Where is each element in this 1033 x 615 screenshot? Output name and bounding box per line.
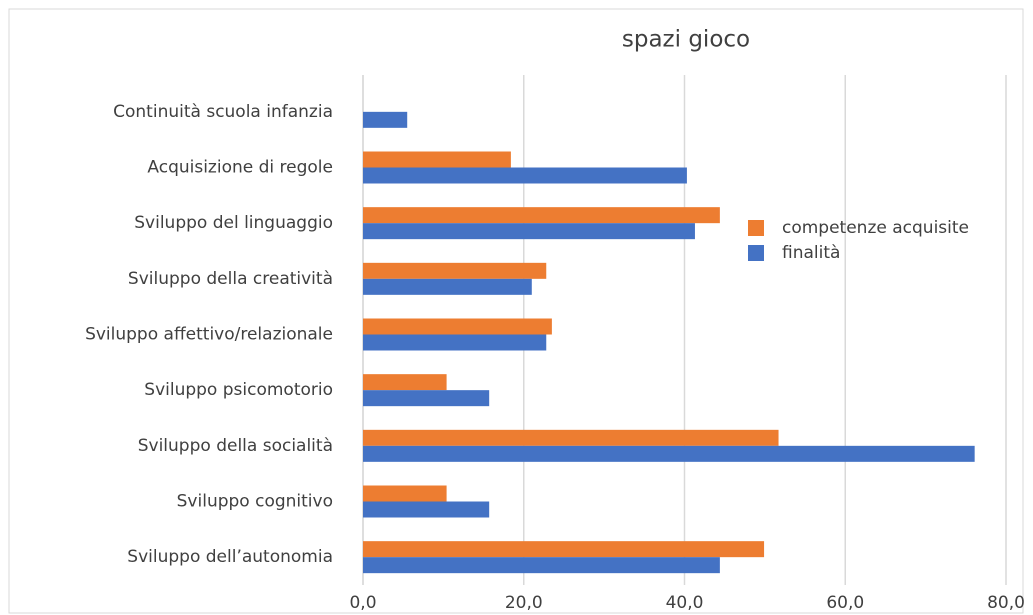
bar [363,151,511,168]
legend-swatch [748,220,764,236]
y-tick-label: Sviluppo psicomotorio [144,380,333,400]
y-tick-label: Sviluppo cognitivo [177,492,333,512]
bar [363,541,765,558]
bar [363,167,687,184]
bar [363,278,532,295]
bar [363,501,490,518]
y-tick-label: Continuità scuola infanzia [113,102,333,122]
bar [363,557,720,574]
bar [363,374,447,391]
bar [363,390,490,407]
x-tick-label: 0,0 [349,593,376,613]
bar [363,262,547,279]
bar [363,223,695,240]
y-tick-label: Sviluppo del linguaggio [134,213,333,233]
y-tick-label: Sviluppo della creatività [128,269,333,289]
x-tick-label: 20,0 [505,593,543,613]
bar [363,445,975,462]
legend-swatch [748,245,764,261]
y-tick-label: Sviluppo dell’autonomia [127,547,333,567]
bar [363,485,447,502]
y-tick-label: Acquisizione di regole [147,158,333,178]
bar [363,429,779,446]
x-tick-label: 40,0 [666,593,704,613]
bar [363,207,720,224]
bar [363,334,547,351]
bar [363,111,408,128]
legend-label: finalità [782,243,840,263]
legend-label: competenze acquisite [782,218,969,238]
y-tick-label: Sviluppo affettivo/relazionale [85,325,333,345]
chart-title: spazi gioco [622,27,750,53]
x-tick-label: 60,0 [826,593,864,613]
y-tick-label: Sviluppo della socialità [138,436,333,456]
chart-border [8,8,1024,614]
bar [363,318,552,335]
x-tick-label: 80,0 [987,593,1025,613]
